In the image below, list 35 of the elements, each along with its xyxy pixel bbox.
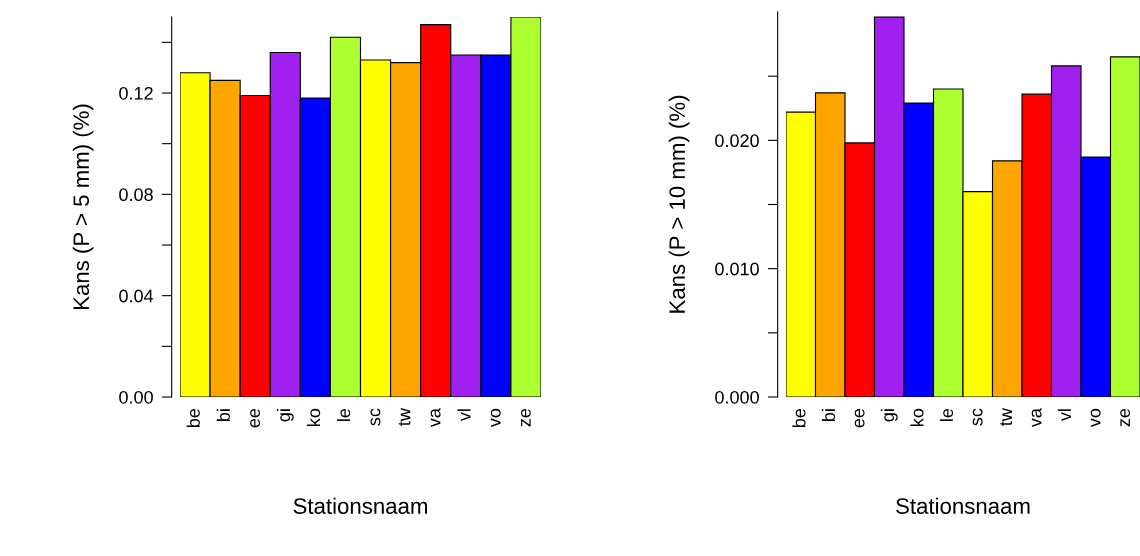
x-tick-label: ko — [306, 408, 321, 426]
y-tick-label: 0.020 — [715, 134, 759, 148]
x-tick-label: ze — [520, 408, 531, 427]
x-tick-label: ze — [1120, 408, 1131, 427]
x-tick-label: va — [430, 408, 441, 428]
x-tick-label: vl — [457, 409, 471, 422]
x-tick-label: bi — [821, 409, 836, 421]
x-tick-label: le — [939, 408, 954, 421]
y-tick-label: 0.000 — [715, 390, 759, 404]
y-tick-label: 0.04 — [119, 289, 154, 303]
x-tick-label: vl — [1057, 409, 1071, 422]
y-axis-title: Kans (P > 5 mm) (%) — [72, 104, 94, 310]
x-tick-label: tw — [398, 408, 411, 426]
x-axis-title: Stationsnaam — [896, 497, 1030, 514]
x-tick-label: le — [337, 408, 351, 421]
x-tick-label: be — [792, 408, 806, 428]
x-tick-label: sc — [972, 408, 983, 426]
x-tick-label: vo — [490, 408, 501, 428]
x-tick-label: bi — [216, 409, 230, 421]
y-tick-label: 0.010 — [715, 262, 759, 276]
x-axis-title: Stationsnaam — [293, 497, 427, 514]
y-axis-title: Kans (P > 10 mm) (%) — [668, 95, 690, 313]
x-tick-label: ko — [910, 408, 924, 426]
x-tick-label: ee — [250, 408, 261, 428]
y-tick-label: 0.08 — [119, 188, 153, 202]
x-tick-label: gi — [880, 409, 898, 422]
x-tick-label: va — [1031, 408, 1042, 428]
x-tick-label: gi — [276, 409, 294, 422]
x-tick-label: tw — [1000, 408, 1013, 426]
x-tick-label: vo — [1090, 408, 1101, 428]
y-tick-label: 0.00 — [119, 390, 153, 404]
x-tick-label: be — [186, 408, 200, 428]
x-tick-label: sc — [370, 408, 381, 426]
x-tick-label: ee — [854, 408, 865, 428]
y-tick-label: 0.12 — [119, 86, 153, 100]
